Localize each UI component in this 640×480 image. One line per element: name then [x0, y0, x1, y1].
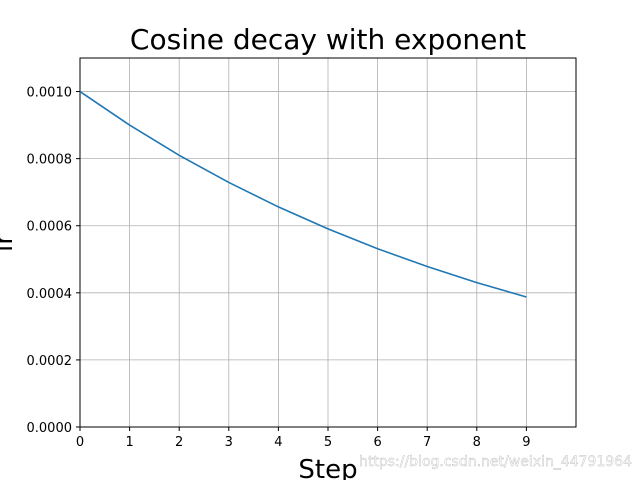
x-tick-label: 7: [423, 435, 431, 450]
y-tick-label: 0.0004: [27, 287, 73, 302]
x-tick-label: 9: [522, 435, 530, 450]
x-tick-label: 2: [175, 435, 183, 450]
y-tick-label: 0.0002: [27, 354, 73, 369]
chart-title: Cosine decay with exponent: [130, 23, 526, 56]
x-axis-label: Step: [298, 455, 357, 480]
plot-frame: [79, 57, 577, 428]
y-tick-label: 0.0008: [27, 153, 73, 168]
x-tick-label: 1: [125, 435, 133, 450]
y-tick-label: 0.0006: [27, 220, 73, 235]
x-tick-label: 4: [274, 435, 282, 450]
x-tick-label: 5: [324, 435, 332, 450]
y-tick-label: 0.0000: [27, 421, 73, 436]
x-tick-label: 3: [225, 435, 233, 450]
watermark: https://blog.csdn.net/weixin_44791964: [359, 454, 632, 470]
x-tick-label: 6: [373, 435, 381, 450]
x-tick-label: 8: [473, 435, 481, 450]
x-tick-label: 0: [76, 435, 84, 450]
data-line: [79, 90, 527, 298]
y-axis-label: lr: [0, 234, 19, 252]
y-tick-label: 0.0010: [27, 86, 73, 101]
